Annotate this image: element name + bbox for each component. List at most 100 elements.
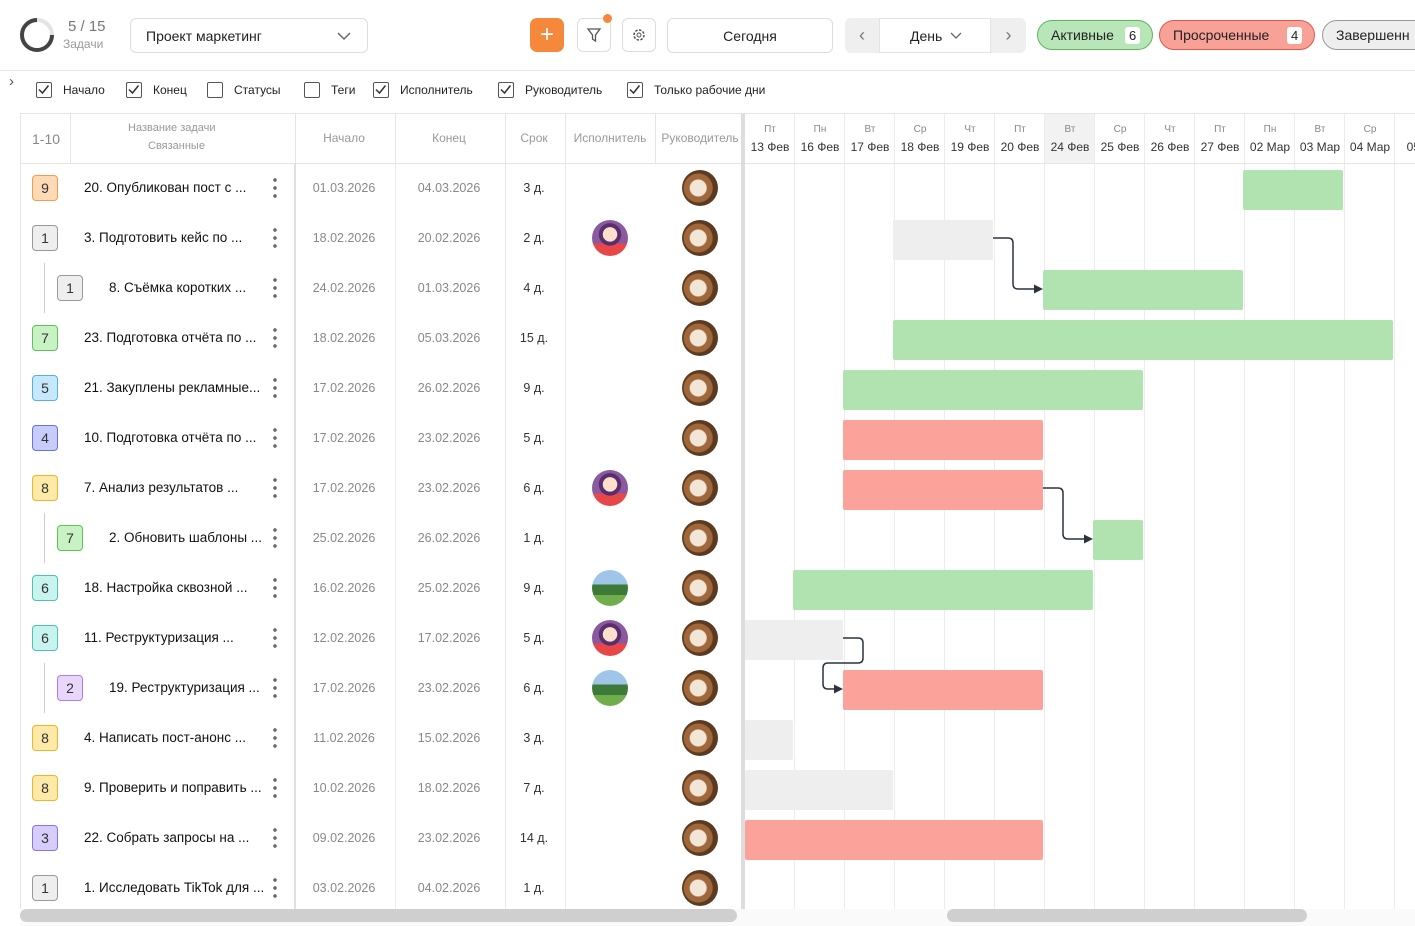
check	[500, 85, 512, 95]
task-name[interactable]: 9. Проверить и поправить ...	[84, 780, 262, 795]
task-bar[interactable]	[893, 320, 1393, 360]
col-divider	[565, 114, 566, 164]
row-menu[interactable]	[273, 176, 277, 200]
row-menu[interactable]	[273, 876, 277, 900]
task-name[interactable]: 11. Реструктуризация ...	[84, 630, 234, 645]
checkbox[interactable]	[498, 82, 514, 98]
task-name[interactable]: 3. Подготовить кейс по ...	[84, 230, 243, 245]
next-button[interactable]: ›	[1005, 25, 1012, 45]
filter-chip[interactable]	[1322, 20, 1415, 50]
manager-avatar	[682, 670, 718, 706]
add-button[interactable]: +	[530, 18, 564, 52]
row-menu[interactable]	[273, 476, 277, 500]
filter-count: 6	[1129, 28, 1137, 43]
start-date: 18.02.2026	[312, 231, 376, 245]
task-bar[interactable]	[843, 420, 1043, 460]
checkbox[interactable]	[126, 82, 142, 98]
badge	[57, 275, 83, 301]
task-name[interactable]: 2. Обновить шаблоны ...	[109, 530, 263, 545]
project-select[interactable]: Проект маркетинг	[130, 18, 368, 53]
today-button[interactable]: Сегодня	[667, 18, 833, 53]
badge	[32, 425, 58, 451]
day-weekday: Пн	[813, 124, 827, 135]
badge	[32, 175, 58, 201]
sidebar-toggle[interactable]: ›	[9, 73, 14, 90]
check	[128, 85, 140, 95]
badge-number: 8	[41, 730, 49, 746]
task-name[interactable]: 7. Анализ результатов ...	[84, 480, 239, 495]
checkbox[interactable]	[627, 82, 643, 98]
checkbox[interactable]	[36, 82, 52, 98]
checkbox[interactable]	[373, 82, 389, 98]
task-bar[interactable]	[843, 370, 1143, 410]
scrollbar-thumb[interactable]	[947, 909, 1307, 922]
end-date: 23.02.2026	[417, 431, 481, 445]
task-bar[interactable]	[745, 820, 1043, 860]
duration: 6 д.	[523, 481, 545, 495]
row-menu[interactable]	[273, 726, 277, 750]
row-menu[interactable]	[273, 326, 277, 350]
day-date: 16 Фев	[800, 140, 840, 154]
row-menu[interactable]	[273, 776, 277, 800]
task-name[interactable]: 20. Опубликован пост с ...	[84, 180, 247, 195]
end-date: 17.02.2026	[417, 631, 481, 645]
prev-button[interactable]: ‹	[859, 25, 865, 45]
filter-label: Активные	[1051, 27, 1114, 43]
manager-avatar	[682, 570, 718, 606]
task-bar[interactable]	[793, 570, 1093, 610]
task-name[interactable]: 21. Закуплены рекламные...	[84, 380, 261, 395]
settings-button[interactable]	[622, 18, 656, 52]
task-bar[interactable]	[1043, 270, 1243, 310]
day-gridline	[1094, 114, 1095, 909]
day-weekday: Ср	[1363, 124, 1377, 135]
duration: 14 д.	[519, 831, 549, 845]
task-bar[interactable]	[843, 670, 1043, 710]
task-name[interactable]: 19. Реструктуризация ...	[109, 680, 260, 695]
task-name[interactable]: 23. Подготовка отчёта по ...	[84, 330, 257, 345]
day-weekday: Пн	[1263, 124, 1277, 135]
task-name[interactable]: 1. Исследовать TikTok для ...	[84, 880, 265, 895]
row-menu[interactable]	[273, 226, 277, 250]
filter-button[interactable]	[577, 18, 611, 52]
indent-line	[44, 263, 45, 313]
col-header: Начало	[323, 131, 365, 145]
task-name[interactable]: 10. Подготовка отчёта по ...	[84, 430, 257, 445]
task-bar[interactable]	[843, 470, 1043, 510]
row-menu[interactable]	[273, 426, 277, 450]
view-nav: ‹ День ›	[845, 18, 1026, 53]
task-bar[interactable]	[893, 220, 993, 260]
row-menu[interactable]	[273, 576, 277, 600]
day-weekday: Чт	[964, 124, 976, 135]
task-name[interactable]: 22. Собрать запросы на ...	[84, 830, 250, 845]
view-select[interactable]: День	[879, 18, 991, 53]
end-date: 04.02.2026	[417, 881, 481, 895]
task-bar[interactable]	[745, 620, 843, 660]
row-menu[interactable]	[273, 676, 277, 700]
table-left-border	[20, 114, 21, 909]
scrollbar-thumb[interactable]	[20, 909, 737, 922]
task-bar[interactable]	[745, 770, 893, 810]
task-bar[interactable]	[1243, 170, 1343, 210]
row-menu[interactable]	[273, 826, 277, 850]
task-bar[interactable]	[745, 720, 793, 760]
badge	[32, 875, 58, 901]
col-divider	[295, 114, 296, 164]
checkbox[interactable]	[207, 82, 223, 98]
task-name[interactable]: 4. Написать пост-анонс ...	[84, 730, 246, 745]
row-menu[interactable]	[273, 276, 277, 300]
arrowhead	[1034, 284, 1043, 294]
checkbox[interactable]	[304, 82, 320, 98]
row-menu[interactable]	[273, 626, 277, 650]
day-gridline	[1044, 114, 1045, 909]
row-menu[interactable]	[273, 526, 277, 550]
gear-icon	[633, 29, 645, 41]
task-name[interactable]: 18. Настройка сквозной ...	[84, 580, 248, 595]
day-date: 17 Фев	[850, 140, 890, 154]
chevron	[950, 32, 962, 39]
task-bar[interactable]	[1093, 520, 1143, 560]
row-menu[interactable]	[273, 376, 277, 400]
manager-avatar	[682, 820, 718, 856]
task-name[interactable]: 8. Съёмка коротких ...	[109, 280, 247, 295]
day-weekday: Вт	[1314, 124, 1326, 135]
badge	[32, 575, 58, 601]
